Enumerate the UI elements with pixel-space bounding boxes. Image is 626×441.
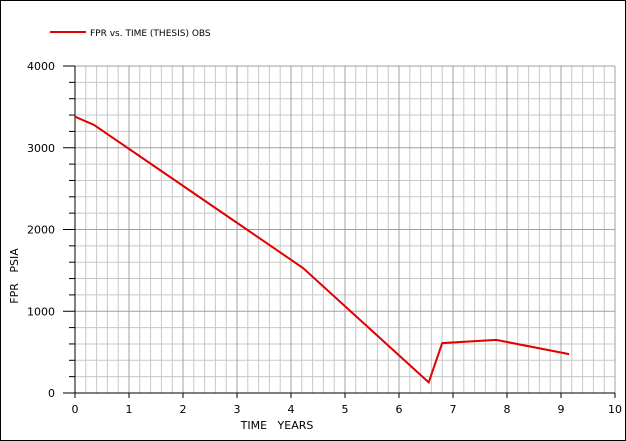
- y-tick-label: 3000: [27, 142, 55, 155]
- y-tick-label: 1000: [27, 305, 55, 318]
- x-tick-label: 1: [126, 403, 133, 416]
- x-tick-label: 2: [180, 403, 187, 416]
- x-tick-label: 4: [288, 403, 295, 416]
- y-tick-label: 4000: [27, 60, 55, 73]
- x-tick-label: 5: [342, 403, 349, 416]
- x-tick-label: 8: [504, 403, 511, 416]
- x-tick-label: 9: [558, 403, 565, 416]
- x-axis-label: TIME YEARS: [240, 419, 314, 432]
- y-tick-label: 2000: [27, 224, 55, 237]
- y-axis-label: FPR PSIA: [8, 248, 21, 304]
- x-tick-label: 7: [450, 403, 457, 416]
- x-tick-label: 0: [72, 403, 79, 416]
- grid: [74, 65, 616, 394]
- x-tick-label: 10: [608, 403, 622, 416]
- x-tick-label: 6: [396, 403, 403, 416]
- legend-label: FPR vs. TIME (THESIS) OBS: [90, 29, 211, 39]
- lines: [74, 115, 570, 385]
- data-line: [74, 115, 570, 385]
- ticks: 0 1 2 3 4 5 6 7 8 9 10 0 1000 2000 3000 4000: [27, 60, 622, 416]
- y-tick-label: 0: [48, 387, 55, 400]
- x-tick-label: 3: [234, 403, 241, 416]
